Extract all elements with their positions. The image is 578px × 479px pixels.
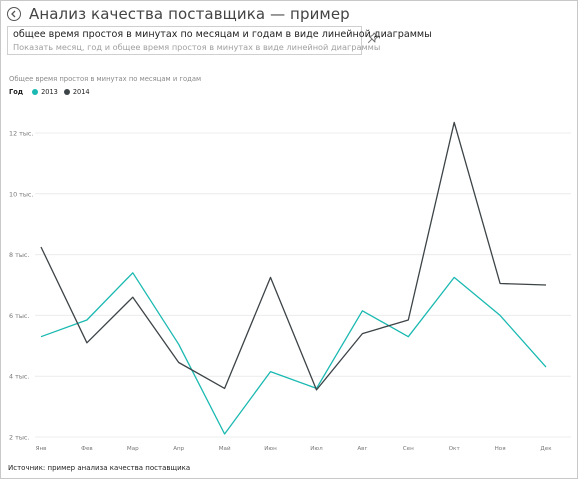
x-tick-label: Мар xyxy=(127,446,139,452)
legend-item-2014[interactable]: 2014 xyxy=(63,88,90,96)
legend-dot-2014 xyxy=(63,89,70,95)
data-point-2013[interactable] xyxy=(85,318,89,322)
data-point-2013[interactable] xyxy=(360,309,364,313)
x-tick-label: Июн xyxy=(264,446,277,452)
x-tick-label: Окт xyxy=(449,446,461,452)
legend-label-2013: 2013 xyxy=(41,88,58,96)
series-line-2013[interactable] xyxy=(40,272,547,435)
data-point-2013[interactable] xyxy=(544,365,548,369)
data-point-2014[interactable] xyxy=(268,275,272,279)
data-point-2014[interactable] xyxy=(360,331,364,335)
qa-question-box[interactable]: общее время простоя в минутах по месяцам… xyxy=(7,26,432,55)
qa-query-text[interactable]: общее время простоя в минутах по месяцам… xyxy=(13,29,432,40)
data-point-2013[interactable] xyxy=(452,275,456,279)
data-point-2014[interactable] xyxy=(39,245,43,249)
x-tick-label: Авг xyxy=(357,446,367,452)
header: Анализ качества поставщика — пример xyxy=(7,5,350,23)
y-tick-label: 2 тыс. xyxy=(9,434,29,442)
data-point-2014[interactable] xyxy=(452,120,456,124)
chart-title: Общее время простоя в минутах по месяцам… xyxy=(9,75,202,83)
data-point-2014[interactable] xyxy=(131,295,135,299)
pin-icon[interactable] xyxy=(367,29,379,44)
legend-title: Год xyxy=(9,88,24,96)
legend-item-2013[interactable]: 2013 xyxy=(32,88,58,96)
data-point-2014[interactable] xyxy=(85,341,89,345)
data-point-2014[interactable] xyxy=(544,283,548,287)
data-point-2013[interactable] xyxy=(177,342,181,346)
data-point-2013[interactable] xyxy=(131,271,135,275)
x-tick-label: Сен xyxy=(403,446,414,452)
x-tick-label: Дек xyxy=(540,446,552,452)
data-point-2013[interactable] xyxy=(39,334,43,338)
data-point-2014[interactable] xyxy=(406,318,410,322)
data-point-2013[interactable] xyxy=(222,432,226,436)
y-tick-label: 10 тыс. xyxy=(9,190,33,198)
x-tick-label: Июл xyxy=(310,446,323,452)
y-tick-label: 12 тыс. xyxy=(9,130,33,138)
data-point-2013[interactable] xyxy=(406,334,410,338)
y-tick-label: 4 тыс. xyxy=(9,373,29,381)
y-tick-label: 8 тыс. xyxy=(9,251,29,259)
data-point-2014[interactable] xyxy=(177,360,181,364)
series-line-2014[interactable] xyxy=(40,121,547,391)
page-title: Анализ качества поставщика — пример xyxy=(29,5,350,23)
data-point-2013[interactable] xyxy=(268,369,272,373)
qa-restatement-text: Показать месяц, год и общее время просто… xyxy=(13,42,381,52)
y-tick-label: 6 тыс. xyxy=(9,312,29,320)
source-note: Источник: пример анализа качества постав… xyxy=(8,464,191,472)
x-tick-label: Янв xyxy=(36,446,47,452)
chart-legend: Год 2013 2014 xyxy=(9,88,96,96)
data-point-2014[interactable] xyxy=(498,281,502,285)
legend-dot-2013 xyxy=(32,89,39,95)
x-tick-label: Апр xyxy=(173,446,184,452)
back-arrow-circle-icon[interactable] xyxy=(7,7,21,21)
x-tick-label: Ноя xyxy=(495,446,506,452)
data-point-2014[interactable] xyxy=(314,388,318,392)
x-tick-label: Май xyxy=(219,445,231,452)
x-tick-label: Фев xyxy=(81,446,93,452)
data-point-2014[interactable] xyxy=(222,386,226,390)
legend-label-2014: 2014 xyxy=(72,88,90,96)
data-point-2013[interactable] xyxy=(498,313,502,317)
